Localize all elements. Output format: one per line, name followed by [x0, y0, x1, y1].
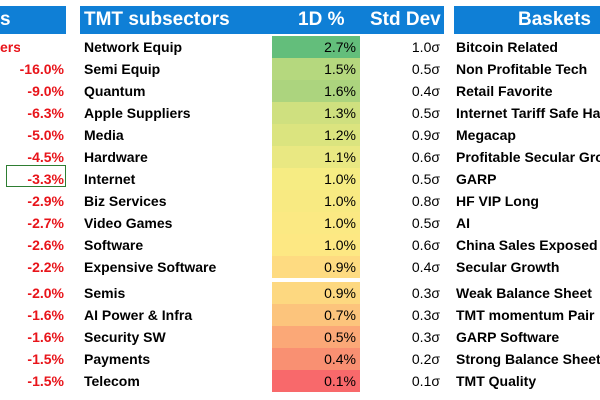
left-panel-header-text: s — [0, 9, 11, 30]
stddev-value[interactable]: 0.3σ — [411, 329, 440, 345]
basket-item[interactable]: Non Profitable Tech — [456, 61, 588, 77]
subsector-name[interactable]: Media — [84, 127, 124, 143]
left-panel-subheader: ers — [0, 39, 20, 55]
left-value[interactable]: -2.6% — [27, 237, 64, 253]
basket-item[interactable]: GARP — [456, 171, 497, 187]
subsector-name[interactable]: Semis — [84, 285, 126, 301]
left-value[interactable]: -6.3% — [27, 105, 64, 121]
stddev-value[interactable]: 0.5σ — [411, 61, 440, 77]
change-value[interactable]: 1.0% — [272, 190, 360, 212]
subsector-name[interactable]: Quantum — [84, 83, 146, 99]
baskets-header: Baskets — [454, 6, 600, 34]
left-value[interactable]: -1.6% — [27, 307, 64, 323]
basket-item[interactable]: Strong Balance Sheet — [456, 351, 600, 367]
basket-item[interactable]: TMT momentum Pair — [456, 307, 595, 323]
left-value[interactable]: -2.0% — [27, 285, 64, 301]
stddev-header: Std Dev — [370, 9, 441, 30]
basket-item[interactable]: Profitable Secular Gro — [456, 149, 600, 165]
subsector-name[interactable]: Payments — [84, 351, 151, 367]
change-value[interactable]: 0.9% — [272, 282, 360, 304]
basket-item[interactable]: Retail Favorite — [456, 83, 553, 99]
left-value[interactable]: -1.5% — [27, 373, 64, 389]
stddev-value[interactable]: 1.0σ — [411, 39, 440, 55]
change-value[interactable]: 2.7% — [272, 36, 360, 58]
stddev-value[interactable]: 0.2σ — [411, 351, 440, 367]
basket-item[interactable]: Megacap — [456, 127, 516, 143]
stddev-value[interactable]: 0.6σ — [411, 149, 440, 165]
basket-item[interactable]: Secular Growth — [456, 259, 560, 275]
change-value[interactable]: 0.5% — [272, 326, 360, 348]
stddev-value[interactable]: 0.4σ — [411, 259, 440, 275]
subsector-name[interactable]: Biz Services — [84, 193, 167, 209]
change-value[interactable]: 1.5% — [272, 58, 360, 80]
stddev-value[interactable]: 0.5σ — [411, 171, 440, 187]
stddev-value[interactable]: 0.5σ — [411, 215, 440, 231]
left-value[interactable]: -1.5% — [27, 351, 64, 367]
basket-item[interactable]: China Sales Exposed — [456, 237, 598, 253]
stddev-value[interactable]: 0.8σ — [411, 193, 440, 209]
baskets-header-text: Baskets — [518, 9, 591, 30]
basket-item[interactable]: AI — [456, 215, 470, 231]
change-value[interactable]: 1.0% — [272, 168, 360, 190]
left-value[interactable]: -2.9% — [27, 193, 64, 209]
change-value[interactable]: 0.7% — [272, 304, 360, 326]
stddev-value[interactable]: 0.6σ — [411, 237, 440, 253]
subsector-name[interactable]: Software — [84, 237, 144, 253]
left-value[interactable]: -3.3% — [27, 171, 64, 187]
stddev-value[interactable]: 0.5σ — [411, 105, 440, 121]
subsector-name[interactable]: Expensive Software — [84, 259, 217, 275]
basket-item[interactable]: TMT Quality — [456, 373, 537, 389]
change-value[interactable]: 1.6% — [272, 80, 360, 102]
left-value[interactable]: -2.2% — [27, 259, 64, 275]
change-value[interactable]: 0.9% — [272, 256, 360, 278]
stddev-value[interactable]: 0.1σ — [411, 373, 440, 389]
subsectors-header: TMT subsectors — [84, 9, 230, 30]
stddev-value[interactable]: 0.3σ — [411, 285, 440, 301]
subsector-name[interactable]: Network Equip — [84, 39, 183, 55]
selected-cell[interactable] — [6, 165, 66, 187]
basket-item[interactable]: HF VIP Long — [456, 193, 539, 209]
left-value[interactable]: -9.0% — [27, 83, 64, 99]
subsector-name[interactable]: Internet — [84, 171, 136, 187]
change-header: 1D % — [298, 9, 345, 30]
left-value[interactable]: -16.0% — [19, 61, 64, 77]
left-value[interactable]: -1.6% — [27, 329, 64, 345]
basket-item[interactable]: Internet Tariff Safe Ha — [456, 105, 600, 121]
subsector-name[interactable]: Security SW — [84, 329, 166, 345]
subsector-name[interactable]: Video Games — [84, 215, 173, 231]
stddev-value[interactable]: 0.9σ — [411, 127, 440, 143]
subsector-name[interactable]: Telecom — [84, 373, 140, 389]
basket-item[interactable]: Weak Balance Sheet — [456, 285, 592, 301]
basket-item[interactable]: GARP Software — [456, 329, 560, 345]
tmt-table-header: TMT subsectors 1D % Std Dev — [80, 6, 444, 34]
left-value[interactable]: -2.7% — [27, 215, 64, 231]
stddev-value[interactable]: 0.3σ — [411, 307, 440, 323]
change-value[interactable]: 0.4% — [272, 348, 360, 370]
left-value[interactable]: -5.0% — [27, 127, 64, 143]
subsector-name[interactable]: Semi Equip — [84, 61, 161, 77]
change-value[interactable]: 1.2% — [272, 124, 360, 146]
subsector-name[interactable]: Hardware — [84, 149, 148, 165]
subsector-name[interactable]: AI Power & Infra — [84, 307, 193, 323]
left-value[interactable]: -4.5% — [27, 149, 64, 165]
stddev-value[interactable]: 0.4σ — [411, 83, 440, 99]
change-value[interactable]: 1.0% — [272, 234, 360, 256]
change-value[interactable]: 1.1% — [272, 146, 360, 168]
change-value[interactable]: 1.0% — [272, 212, 360, 234]
change-value[interactable]: 0.1% — [272, 370, 360, 392]
left-panel-header: s — [0, 6, 66, 34]
subsector-name[interactable]: Apple Suppliers — [84, 105, 191, 121]
change-value[interactable]: 1.3% — [272, 102, 360, 124]
basket-item[interactable]: Bitcoin Related — [456, 39, 558, 55]
